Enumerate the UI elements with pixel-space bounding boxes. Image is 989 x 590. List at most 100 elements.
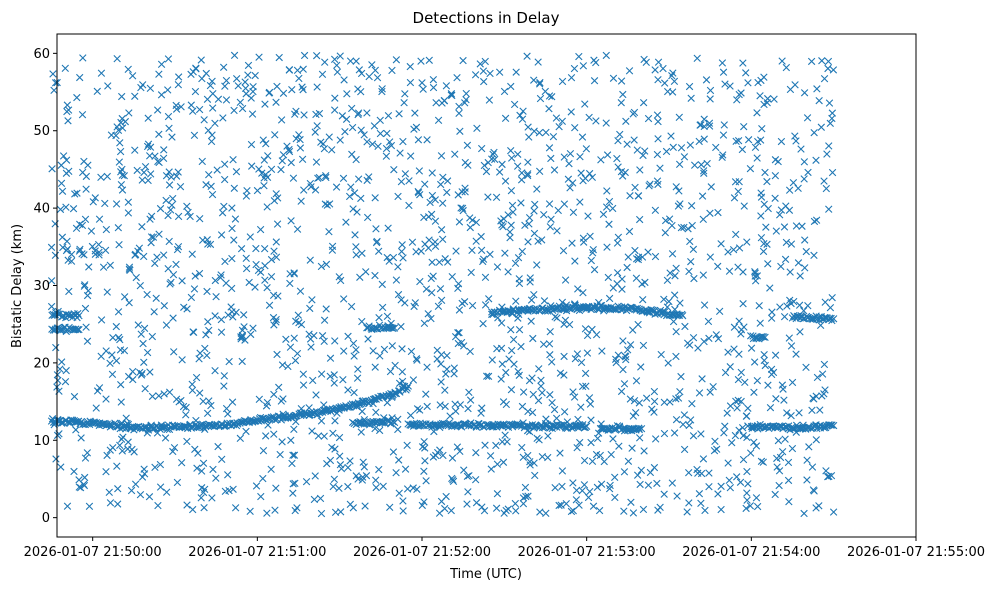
data-point xyxy=(590,265,599,274)
data-point xyxy=(653,111,662,119)
data-point xyxy=(442,370,450,378)
data-point xyxy=(660,490,668,498)
data-point xyxy=(490,148,498,157)
data-point xyxy=(458,188,466,196)
data-point xyxy=(639,295,647,304)
data-point xyxy=(192,65,200,73)
data-point xyxy=(583,349,592,357)
data-point xyxy=(753,109,761,117)
data-point xyxy=(800,306,808,315)
data-point xyxy=(383,312,392,321)
data-point xyxy=(272,253,281,261)
data-point xyxy=(224,410,232,418)
data-point xyxy=(726,82,734,90)
data-point xyxy=(415,167,424,175)
data-point xyxy=(758,124,766,133)
data-point xyxy=(156,483,165,491)
data-point xyxy=(109,333,117,342)
data-point xyxy=(810,487,818,495)
data-point xyxy=(401,90,409,98)
data-point xyxy=(694,469,702,477)
data-point xyxy=(787,240,796,248)
data-point xyxy=(285,66,294,74)
data-point xyxy=(800,509,808,518)
data-point xyxy=(705,334,713,343)
data-point xyxy=(792,137,800,145)
data-point xyxy=(389,324,397,333)
data-point xyxy=(626,192,634,200)
data-point xyxy=(524,492,532,500)
data-point xyxy=(397,178,406,186)
data-point xyxy=(729,245,738,254)
data-point xyxy=(680,223,688,232)
data-point xyxy=(220,372,229,380)
data-point xyxy=(744,404,752,412)
data-point xyxy=(83,291,92,300)
data-point xyxy=(775,422,784,430)
data-point xyxy=(738,145,747,154)
data-point xyxy=(507,326,515,334)
data-point xyxy=(581,174,590,183)
data-point xyxy=(605,484,614,493)
data-point xyxy=(239,311,248,319)
data-point xyxy=(719,131,728,139)
data-point xyxy=(545,200,554,208)
data-point xyxy=(542,415,550,423)
data-point xyxy=(352,346,360,354)
data-point xyxy=(791,81,799,89)
data-point xyxy=(530,291,538,299)
data-point xyxy=(644,248,652,256)
data-point xyxy=(267,255,276,264)
data-point xyxy=(509,208,517,216)
data-point xyxy=(767,314,776,322)
data-point xyxy=(384,224,392,232)
data-point xyxy=(331,337,339,345)
data-point xyxy=(700,301,709,309)
data-point xyxy=(628,444,636,452)
data-point xyxy=(757,193,766,201)
data-point xyxy=(730,323,739,331)
data-point xyxy=(195,355,203,363)
data-point xyxy=(813,373,822,382)
data-point xyxy=(581,100,589,108)
data-point xyxy=(752,442,761,450)
data-point xyxy=(633,146,642,154)
data-point xyxy=(481,273,490,282)
data-point xyxy=(321,200,330,208)
data-point xyxy=(156,460,165,469)
data-point xyxy=(310,331,318,340)
data-point xyxy=(773,463,781,471)
data-point xyxy=(222,76,231,85)
data-point xyxy=(141,162,150,171)
data-point xyxy=(331,94,339,102)
data-point xyxy=(398,241,406,249)
data-point xyxy=(406,62,414,71)
data-point xyxy=(51,251,60,259)
data-point xyxy=(336,136,344,144)
data-point xyxy=(419,85,427,93)
data-point xyxy=(588,249,597,257)
data-point xyxy=(216,274,225,282)
data-point xyxy=(198,157,206,166)
data-point xyxy=(278,361,287,369)
data-point xyxy=(260,174,268,182)
data-point xyxy=(460,298,469,306)
data-point xyxy=(432,98,440,107)
data-point xyxy=(547,154,555,163)
data-point xyxy=(734,187,742,196)
data-point xyxy=(697,499,705,508)
data-point xyxy=(72,426,80,434)
data-point xyxy=(107,131,116,139)
data-point xyxy=(272,484,280,492)
data-point xyxy=(448,91,456,100)
data-point xyxy=(689,245,698,254)
data-point xyxy=(113,462,121,470)
data-point xyxy=(488,155,496,163)
data-point xyxy=(392,276,401,284)
data-point xyxy=(314,432,323,440)
data-point xyxy=(512,297,520,305)
data-point xyxy=(237,335,245,343)
data-point xyxy=(825,205,833,213)
data-point xyxy=(527,317,535,325)
data-point xyxy=(290,334,298,342)
